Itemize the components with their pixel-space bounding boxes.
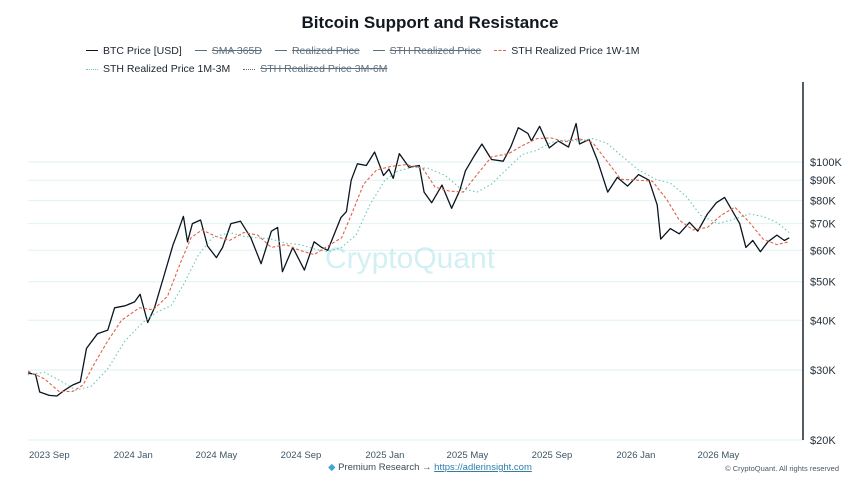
copyright-notice: © CryptoQuant. All rights reserved — [725, 464, 839, 473]
x-tick-label: 2024 May — [196, 450, 238, 461]
legend-item[interactable]: Realized Price — [274, 43, 360, 59]
x-tick-label: 2026 Jan — [616, 450, 655, 461]
y-tick-label: $40K — [810, 315, 836, 327]
legend-swatch — [86, 68, 98, 70]
premium-research-label: Premium Research → — [338, 462, 432, 473]
legend-item[interactable]: BTC Price [USD] — [86, 43, 182, 59]
premium-research-footer: ◆ Premium Research → https://adlerinsigh… — [0, 462, 860, 473]
legend-item[interactable]: SMA 365D — [194, 43, 262, 59]
legend-label: STH Realized Price 1W-1M — [511, 44, 640, 57]
legend-swatch — [372, 50, 385, 51]
x-tick-label: 2025 May — [447, 450, 489, 461]
series-line-sth-realized-price-1m-3m — [27, 138, 790, 391]
legend-label: STH Realized Price — [389, 44, 482, 57]
chart-legend: BTC Price [USD] SMA 365D Realized Price STH… — [86, 40, 806, 77]
y-tick-label: $50K — [810, 277, 836, 289]
y-tick-label: $90K — [810, 175, 836, 187]
legend-label: SMA 365D — [211, 44, 262, 57]
legend-swatch — [194, 50, 207, 51]
y-tick-label: $100K — [810, 157, 842, 169]
x-tick-label: 2026 May — [698, 450, 740, 461]
x-tick-label: 2024 Sep — [281, 450, 322, 461]
legend-swatch — [494, 50, 507, 51]
diamond-icon: ◆ — [328, 462, 336, 473]
legend-swatch — [86, 50, 98, 51]
y-tick-label: $30K — [810, 365, 836, 377]
legend-swatch — [274, 50, 287, 51]
legend-swatch — [243, 68, 256, 70]
y-tick-label: $60K — [810, 245, 836, 257]
series-line-btc-price-usd — [27, 122, 790, 397]
legend-item[interactable]: STH Realized Price 1W-1M — [494, 43, 639, 59]
legend-label: STH Realized Price 1M-3M — [103, 63, 231, 75]
legend-label: BTC Price [USD] — [103, 44, 182, 57]
legend-item[interactable]: STH Realized Price 3M-6M — [243, 61, 387, 77]
y-tick-label: $20K — [810, 435, 836, 447]
x-tick-label: 2025 Jan — [365, 450, 404, 461]
y-tick-label: $70K — [810, 219, 836, 231]
x-tick-label: 2024 Jan — [114, 450, 153, 461]
legend-item[interactable]: STH Realized Price 1M-3M — [86, 61, 230, 77]
x-tick-label: 2025 Sep — [532, 450, 573, 461]
premium-research-link[interactable]: https://adlerinsight.com — [434, 462, 532, 473]
legend-label: Realized Price — [291, 44, 360, 57]
x-tick-label: 2023 Sep — [29, 450, 70, 461]
legend-item[interactable]: STH Realized Price — [372, 43, 482, 59]
legend-label: STH Realized Price 3M-6M — [260, 63, 388, 75]
y-tick-label: $80K — [810, 196, 836, 208]
watermark-text: CryptoQuant — [325, 242, 496, 275]
series-line-sth-realized-price-1w-1m — [27, 137, 790, 392]
chart-title: Bitcoin Support and Resistance — [301, 13, 559, 32]
